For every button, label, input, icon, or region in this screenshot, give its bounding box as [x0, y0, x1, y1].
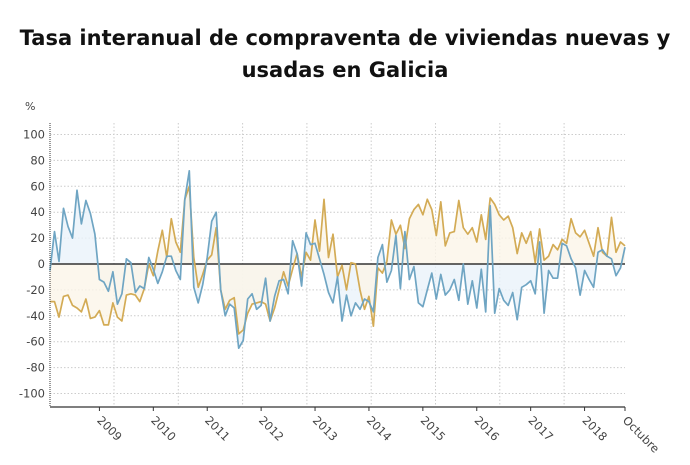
series-areas: [50, 170, 625, 349]
x-tick-label: 2017: [526, 413, 557, 444]
x-tick-label: 2009: [94, 413, 125, 444]
x-tick-label: 2016: [472, 413, 503, 444]
chart-title: Tasa interanual de compraventa de vivien…: [19, 26, 671, 82]
y-tick-label: -40: [26, 309, 45, 323]
y-tick-label: 40: [30, 205, 45, 219]
y-tick-label: 20: [30, 231, 45, 245]
series-lines: [49, 169, 626, 350]
y-tick-label: 80: [30, 153, 45, 167]
y-tick-label: -100: [19, 387, 45, 401]
x-tick-label: 2012: [256, 413, 287, 444]
series-line-0: [49, 169, 626, 350]
series-area-1: [50, 186, 625, 334]
y-tick-label: 100: [23, 128, 45, 142]
axes: [49, 123, 625, 408]
y-tick-label: -60: [26, 335, 45, 349]
x-tick-label: 2015: [418, 413, 449, 444]
x-tick-labels: 2009 2010 2011 2012 2013 2014 2015 2016 2017 2018…: [94, 407, 662, 456]
y-tick-label: -20: [26, 283, 45, 297]
y-tick-label: 60: [30, 179, 45, 193]
x-tick-label: 2013: [310, 413, 341, 444]
y-tick-labels: 100 80 60 40 20 0 -20 -40 -60 -80 -100: [19, 128, 45, 401]
x-tick-label: 2014: [364, 413, 395, 444]
y-tick-label: -80: [26, 361, 45, 375]
x-tick-label: 2011: [202, 413, 233, 444]
x-tick-label: 2010: [148, 413, 179, 444]
y-tick-label: 0: [38, 257, 45, 271]
y-axis-unit: %: [25, 100, 35, 113]
x-tick-label: 2018: [579, 413, 610, 444]
x-tick-label: Octubre: [620, 413, 662, 455]
